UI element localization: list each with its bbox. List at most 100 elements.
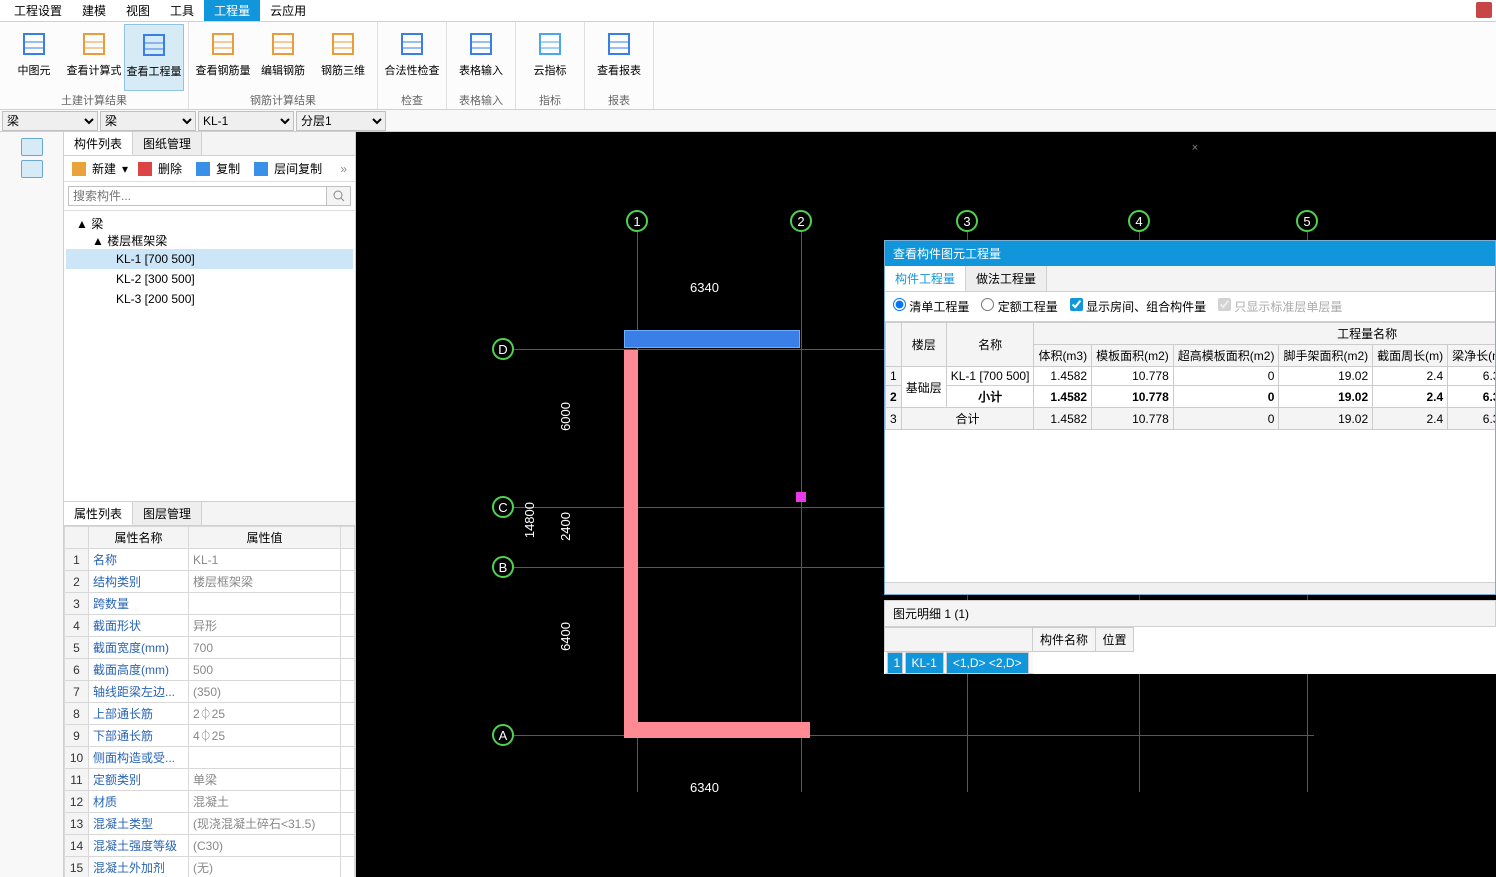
sel-layer[interactable]: 分层1 <box>296 111 386 131</box>
opt-quota[interactable]: 定额工程量 <box>981 298 1057 315</box>
layer-copy-button[interactable]: 层间复制 <box>250 156 330 181</box>
ribbon-表格输入[interactable]: 表格输入 <box>451 24 511 91</box>
dimension: 14800 <box>522 502 537 538</box>
property-table: 属性名称属性值 1名称KL-12结构类别楼层框架梁3跨数量4截面形状异形5截面宽… <box>64 526 355 877</box>
menu-0[interactable]: 工程设置 <box>4 0 72 21</box>
tree-item-0[interactable]: KL-1 [700 500] <box>66 249 353 269</box>
opt-std[interactable]: 只显示标准层单层量 <box>1218 298 1342 315</box>
ribbon-查看报表[interactable]: 查看报表 <box>589 24 649 91</box>
prop-val-8[interactable]: 4⏀25 <box>189 725 341 747</box>
search-icon[interactable] <box>327 186 351 206</box>
sel-component[interactable]: KL-1 <box>198 111 294 131</box>
prop-val-0[interactable]: KL-1 <box>189 549 341 571</box>
tab-图纸管理[interactable]: 图纸管理 <box>133 132 202 155</box>
prop-tabs: 属性列表图层管理 <box>64 502 355 526</box>
close-icon[interactable]: × <box>1188 142 1202 156</box>
new-button[interactable]: 新建 ▾ <box>68 156 132 181</box>
grid-axis-D: D <box>492 338 514 360</box>
prop-name-13: 混凝土强度等级 <box>89 835 189 857</box>
grid-axis-4: 4 <box>1128 210 1150 232</box>
prop-name-9: 侧面构造或受... <box>89 747 189 769</box>
tab-构件列表[interactable]: 构件列表 <box>64 132 133 155</box>
sel-category[interactable]: 梁 <box>2 111 98 131</box>
prop-name-10: 定额类别 <box>89 769 189 791</box>
ribbon-合法性检查[interactable]: 合法性检查 <box>382 24 442 91</box>
ribbon-查看钢筋量[interactable]: 查看钢筋量 <box>193 24 253 91</box>
ribbon-中图元[interactable]: 中图元 <box>4 24 64 91</box>
prop-val-11[interactable]: 混凝土 <box>189 791 341 813</box>
prop-name-3: 截面形状 <box>89 615 189 637</box>
dimension: 6340 <box>690 280 719 295</box>
grid-axis-5: 5 <box>1296 210 1318 232</box>
dimension: 6400 <box>558 622 573 651</box>
prop-val-5[interactable]: 500 <box>189 659 341 681</box>
grid-axis-3: 3 <box>956 210 978 232</box>
search-bar <box>64 182 355 211</box>
grid-axis-C: C <box>492 496 514 518</box>
ribbon-云指标[interactable]: 云指标 <box>520 24 580 91</box>
dimension: 6340 <box>690 780 719 795</box>
ribbon-查看计算式[interactable]: 查看计算式 <box>64 24 124 91</box>
qty-title: 查看构件图元工程量 <box>885 241 1495 266</box>
qtab-1[interactable]: 做法工程量 <box>966 266 1047 291</box>
prop-val-9[interactable] <box>189 747 341 769</box>
tree-branch[interactable]: ▲ 楼层框架梁 <box>66 232 353 249</box>
copy-button[interactable]: 复制 <box>192 156 248 181</box>
qty-scrollbar[interactable] <box>885 582 1495 594</box>
app-icon <box>1476 2 1492 18</box>
menu-bar: 工程设置建模视图工具工程量云应用 <box>0 0 1496 22</box>
component-tree: ▲ 梁 ▲ 楼层框架梁 KL-1 [700 500]KL-2 [300 500]… <box>64 211 355 501</box>
opt-bill[interactable]: 清单工程量 <box>893 298 969 315</box>
prop-val-12[interactable]: (现浇混凝土碎石<31.5) <box>189 813 341 835</box>
prop-val-14[interactable]: (无) <box>189 857 341 877</box>
prop-name-5: 截面高度(mm) <box>89 659 189 681</box>
prop-name-12: 混凝土类型 <box>89 813 189 835</box>
tree-root[interactable]: ▲ 梁 <box>66 215 353 232</box>
more-icon[interactable]: » <box>336 160 351 178</box>
prop-val-7[interactable]: 2⏀25 <box>189 703 341 725</box>
menu-2[interactable]: 视图 <box>116 0 160 21</box>
side-panel: 构件列表图纸管理 新建 ▾ 删除 复制 层间复制 » ▲ 梁 ▲ 楼层框架梁 K… <box>64 132 356 877</box>
prop-name-14: 混凝土外加剂 <box>89 857 189 877</box>
view-toggle-1[interactable] <box>21 138 43 156</box>
prop-name-1: 结构类别 <box>89 571 189 593</box>
menu-4[interactable]: 工程量 <box>204 0 260 21</box>
search-input[interactable] <box>68 186 327 206</box>
grid-axis-B: B <box>492 556 514 578</box>
dimension: 2400 <box>558 512 573 541</box>
menu-5[interactable]: 云应用 <box>260 0 316 21</box>
ribbon-钢筋三维[interactable]: 钢筋三维 <box>313 24 373 91</box>
tab-图层管理[interactable]: 图层管理 <box>133 502 202 525</box>
prop-val-6[interactable]: (350) <box>189 681 341 703</box>
detail-panel: 图元明细 1 (1) 构件名称位置1KL-1<1,D> <2,D> <box>884 600 1496 674</box>
grid-axis-2: 2 <box>790 210 812 232</box>
selector-row: 梁 梁 KL-1 分层1 <box>0 110 1496 132</box>
view-toggle-2[interactable] <box>21 160 43 178</box>
grid-axis-1: 1 <box>626 210 648 232</box>
prop-name-6: 轴线距梁左边... <box>89 681 189 703</box>
qtab-0[interactable]: 构件工程量 <box>885 266 966 291</box>
ribbon-编辑钢筋[interactable]: 编辑钢筋 <box>253 24 313 91</box>
tab-属性列表[interactable]: 属性列表 <box>64 502 133 525</box>
prop-val-3[interactable]: 异形 <box>189 615 341 637</box>
prop-val-4[interactable]: 700 <box>189 637 341 659</box>
prop-val-2[interactable] <box>189 593 341 615</box>
prop-name-4: 截面宽度(mm) <box>89 637 189 659</box>
selected-beam[interactable] <box>624 330 800 348</box>
prop-val-10[interactable]: 单梁 <box>189 769 341 791</box>
prop-val-13[interactable]: (C30) <box>189 835 341 857</box>
tree-item-2[interactable]: KL-3 [200 500] <box>66 289 353 309</box>
comp-toolbar: 新建 ▾ 删除 复制 层间复制 » <box>64 156 355 182</box>
prop-val-1[interactable]: 楼层框架梁 <box>189 571 341 593</box>
menu-3[interactable]: 工具 <box>160 0 204 21</box>
menu-1[interactable]: 建模 <box>72 0 116 21</box>
qty-tabs: 构件工程量做法工程量 <box>885 266 1495 292</box>
qty-table: 楼层名称工程量名称体积(m3)模板面积(m2)超高模板面积(m2)脚手架面积(m… <box>885 322 1495 582</box>
opt-room[interactable]: 显示房间、组合构件量 <box>1070 298 1206 315</box>
left-toolbar <box>0 132 64 877</box>
ribbon-查看工程量[interactable]: 查看工程量 <box>124 24 184 91</box>
delete-button[interactable]: 删除 <box>134 156 190 181</box>
grid-axis-A: A <box>492 724 514 746</box>
sel-type[interactable]: 梁 <box>100 111 196 131</box>
tree-item-1[interactable]: KL-2 [300 500] <box>66 269 353 289</box>
